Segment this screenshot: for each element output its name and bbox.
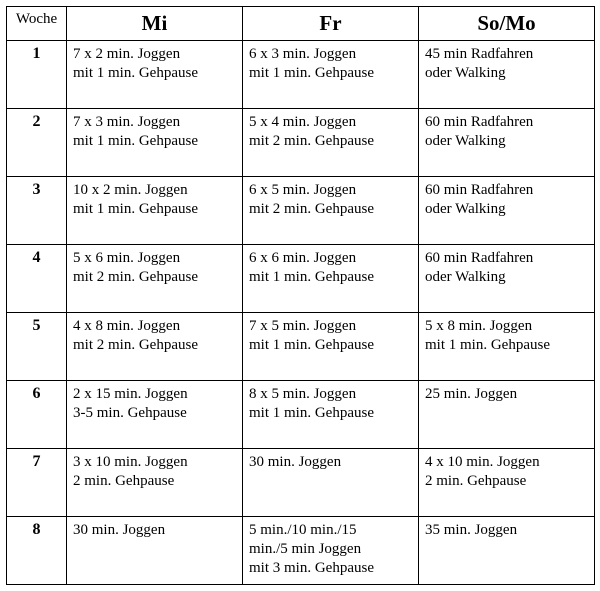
plan-line2: mit 2 min. Gehpause — [249, 132, 412, 151]
table-row: 7 3 x 10 min. Joggen 2 min. Gehpause 30 … — [7, 449, 595, 517]
week-number: 4 — [7, 245, 67, 313]
cell-somo: 60 min Radfahren oder Walking — [419, 177, 595, 245]
plan-line1: 10 x 2 min. Joggen — [73, 181, 236, 200]
col-header-somo: So/Mo — [419, 7, 595, 41]
plan-line1: 35 min. Joggen — [425, 521, 588, 540]
plan-line2: oder Walking — [425, 268, 588, 287]
plan-line1: 60 min Radfahren — [425, 249, 588, 268]
plan-line2: mit 2 min. Gehpause — [73, 268, 236, 287]
cell-mi: 4 x 8 min. Joggen mit 2 min. Gehpause — [67, 313, 243, 381]
plan-line2: mit 2 min. Gehpause — [249, 200, 412, 219]
plan-line1: 5 x 6 min. Joggen — [73, 249, 236, 268]
col-header-mi: Mi — [67, 7, 243, 41]
cell-mi: 5 x 6 min. Joggen mit 2 min. Gehpause — [67, 245, 243, 313]
cell-fr: 6 x 3 min. Joggen mit 1 min. Gehpause — [243, 41, 419, 109]
plan-line1: 4 x 8 min. Joggen — [73, 317, 236, 336]
table-header-row: Woche Mi Fr So/Mo — [7, 7, 595, 41]
cell-somo: 60 min Radfahren oder Walking — [419, 109, 595, 177]
week-number: 2 — [7, 109, 67, 177]
plan-line1: 45 min Radfahren — [425, 45, 588, 64]
cell-fr: 5 x 4 min. Joggen mit 2 min. Gehpause — [243, 109, 419, 177]
cell-somo: 45 min Radfahren oder Walking — [419, 41, 595, 109]
plan-line3: mit 3 min. Gehpause — [249, 559, 412, 578]
plan-line1: 6 x 3 min. Joggen — [249, 45, 412, 64]
cell-fr: 30 min. Joggen — [243, 449, 419, 517]
plan-line1: 7 x 2 min. Joggen — [73, 45, 236, 64]
cell-fr: 6 x 5 min. Joggen mit 2 min. Gehpause — [243, 177, 419, 245]
plan-line1: 7 x 5 min. Joggen — [249, 317, 412, 336]
plan-line2: mit 1 min. Gehpause — [425, 336, 588, 355]
col-header-fr: Fr — [243, 7, 419, 41]
week-number: 1 — [7, 41, 67, 109]
plan-line2: 2 min. Gehpause — [73, 472, 236, 491]
cell-fr: 8 x 5 min. Joggen mit 1 min. Gehpause — [243, 381, 419, 449]
table-row: 1 7 x 2 min. Joggen mit 1 min. Gehpause … — [7, 41, 595, 109]
plan-line2: oder Walking — [425, 132, 588, 151]
table-row: 5 4 x 8 min. Joggen mit 2 min. Gehpause … — [7, 313, 595, 381]
table-body: 1 7 x 2 min. Joggen mit 1 min. Gehpause … — [7, 41, 595, 585]
plan-line2: mit 1 min. Gehpause — [73, 132, 236, 151]
plan-line2: mit 1 min. Gehpause — [249, 268, 412, 287]
cell-somo: 35 min. Joggen — [419, 517, 595, 585]
cell-somo: 60 min Radfahren oder Walking — [419, 245, 595, 313]
table-row: 8 30 min. Joggen 5 min./10 min./15 min./… — [7, 517, 595, 585]
plan-line1: 7 x 3 min. Joggen — [73, 113, 236, 132]
plan-line1: 30 min. Joggen — [73, 521, 236, 540]
plan-line2: mit 1 min. Gehpause — [73, 200, 236, 219]
plan-line2: 2 min. Gehpause — [425, 472, 588, 491]
plan-line1: 30 min. Joggen — [249, 453, 412, 472]
table-row: 3 10 x 2 min. Joggen mit 1 min. Gehpause… — [7, 177, 595, 245]
cell-mi: 7 x 3 min. Joggen mit 1 min. Gehpause — [67, 109, 243, 177]
training-plan-table: Woche Mi Fr So/Mo 1 7 x 2 min. Joggen mi… — [6, 6, 595, 585]
plan-line1: 60 min Radfahren — [425, 181, 588, 200]
week-number: 8 — [7, 517, 67, 585]
cell-somo: 25 min. Joggen — [419, 381, 595, 449]
week-number: 7 — [7, 449, 67, 517]
plan-line1: 8 x 5 min. Joggen — [249, 385, 412, 404]
plan-line2: mit 1 min. Gehpause — [249, 64, 412, 83]
table-row: 4 5 x 6 min. Joggen mit 2 min. Gehpause … — [7, 245, 595, 313]
week-number: 6 — [7, 381, 67, 449]
plan-line2: mit 1 min. Gehpause — [73, 64, 236, 83]
cell-mi: 10 x 2 min. Joggen mit 1 min. Gehpause — [67, 177, 243, 245]
table-row: 6 2 x 15 min. Joggen 3-5 min. Gehpause 8… — [7, 381, 595, 449]
plan-line2: 3-5 min. Gehpause — [73, 404, 236, 423]
cell-mi: 3 x 10 min. Joggen 2 min. Gehpause — [67, 449, 243, 517]
plan-line2: min./5 min Joggen — [249, 540, 412, 559]
week-number: 5 — [7, 313, 67, 381]
plan-line2: mit 1 min. Gehpause — [249, 336, 412, 355]
cell-mi: 2 x 15 min. Joggen 3-5 min. Gehpause — [67, 381, 243, 449]
plan-line1: 3 x 10 min. Joggen — [73, 453, 236, 472]
plan-line1: 25 min. Joggen — [425, 385, 588, 404]
col-header-woche: Woche — [7, 7, 67, 41]
cell-mi: 30 min. Joggen — [67, 517, 243, 585]
plan-line1: 5 x 4 min. Joggen — [249, 113, 412, 132]
plan-line2: oder Walking — [425, 64, 588, 83]
plan-line1: 4 x 10 min. Joggen — [425, 453, 588, 472]
cell-fr: 7 x 5 min. Joggen mit 1 min. Gehpause — [243, 313, 419, 381]
cell-fr: 6 x 6 min. Joggen mit 1 min. Gehpause — [243, 245, 419, 313]
plan-line1: 6 x 6 min. Joggen — [249, 249, 412, 268]
plan-line2: oder Walking — [425, 200, 588, 219]
plan-line2: mit 1 min. Gehpause — [249, 404, 412, 423]
plan-line1: 2 x 15 min. Joggen — [73, 385, 236, 404]
plan-line1: 60 min Radfahren — [425, 113, 588, 132]
cell-mi: 7 x 2 min. Joggen mit 1 min. Gehpause — [67, 41, 243, 109]
plan-line1: 6 x 5 min. Joggen — [249, 181, 412, 200]
plan-line1: 5 min./10 min./15 — [249, 521, 412, 540]
cell-fr: 5 min./10 min./15 min./5 min Joggen mit … — [243, 517, 419, 585]
plan-line2: mit 2 min. Gehpause — [73, 336, 236, 355]
cell-somo: 4 x 10 min. Joggen 2 min. Gehpause — [419, 449, 595, 517]
plan-line1: 5 x 8 min. Joggen — [425, 317, 588, 336]
cell-somo: 5 x 8 min. Joggen mit 1 min. Gehpause — [419, 313, 595, 381]
table-row: 2 7 x 3 min. Joggen mit 1 min. Gehpause … — [7, 109, 595, 177]
week-number: 3 — [7, 177, 67, 245]
